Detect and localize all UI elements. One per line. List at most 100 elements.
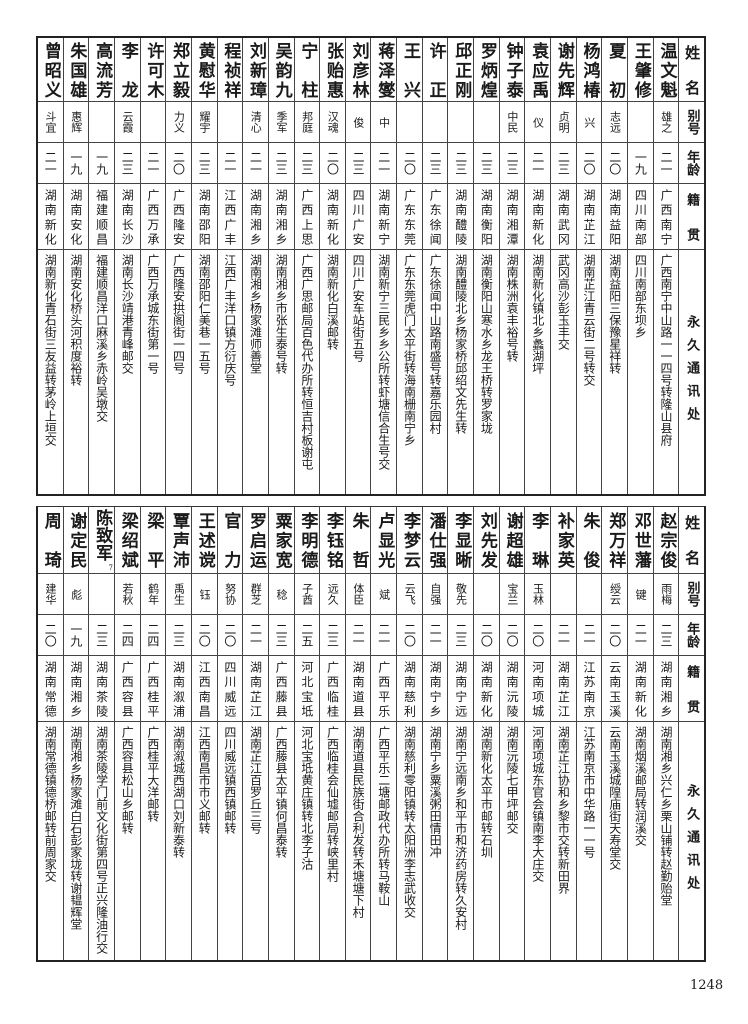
alias-cell: 敬先: [448, 574, 474, 615]
alias-cell: 云霞: [114, 102, 140, 143]
origin-cell: 广东徐闻: [422, 184, 448, 250]
address-cell: 广西广思邮局百色代办所转恒吉村板谢屯: [295, 250, 320, 494]
name-cell: 罗炳煌: [474, 38, 499, 102]
name-cell: 谢超雄: [499, 507, 525, 574]
origin-text: 湖南新化: [633, 660, 648, 717]
name-cell: 邓世藩: [628, 507, 653, 574]
header-age-cell: 年龄: [679, 143, 704, 184]
person-column: 邓世藩键二一 湖南新化 湖南烟溪邮局转润溪交: [627, 507, 653, 960]
address-cell: 湖南益阳三保豫星祥转: [602, 250, 627, 494]
age-text: 二三: [94, 623, 109, 647]
age-cell: 二〇: [474, 615, 499, 656]
header-address-cell: 永久通讯处: [679, 722, 704, 960]
address-cell: 湖南安化桥头河积度裕转: [64, 250, 89, 494]
name-cell: 梁绍斌: [114, 507, 140, 574]
alias-cell: 若秋: [114, 574, 140, 615]
address-cell: 湖南长沙靖港青峰邮交: [115, 250, 140, 494]
person-column: 赵宗俊 雨梅 二三 湖南湘乡 湖南湘乡兴仁乡栗山铺转赵勤贻堂: [652, 507, 679, 960]
alias-cell: 季军: [268, 102, 294, 143]
header-alias-cell: 别号: [679, 574, 704, 615]
origin-text: 湖南新化: [530, 188, 545, 245]
roster-table-top: 姓名 别号 年龄 籍贯 永久通讯处 温文魁 雄之 二一 广西南宁 广西南宁中山路一一四号转隆山县府…: [36, 36, 706, 496]
name-cell: 李琳: [525, 507, 551, 574]
age-cell: 二〇: [37, 615, 63, 656]
name-text: 宁柱: [297, 41, 318, 98]
person-column: 谢先辉 贞明 二三 湖南武冈 武冈高沙彭玉丰交: [550, 38, 576, 494]
address-cell: 湖南芷江百罗丘三号: [243, 722, 268, 960]
address-cell: 湖南芷江协和乡黎市交转新田界: [551, 722, 576, 960]
header-origin-text: 籍贯: [684, 664, 700, 713]
name-cell: 刘先发: [474, 507, 499, 574]
name-text: 邓世藩: [630, 512, 651, 568]
header-origin-cell: 籍贯: [679, 184, 704, 250]
name-text: 朱俊: [579, 512, 600, 568]
name-cell: 覃声沛: [166, 507, 191, 574]
origin-cell: 广东东莞: [397, 184, 422, 250]
alias-cell: [551, 574, 576, 615]
name-cell: 邱正刚: [448, 38, 474, 102]
age-cell: 二一: [345, 615, 371, 656]
person-column: 曾昭义 斗宜 二一 湖南新化 湖南新化青石街三友益转茅岭上垣交: [37, 38, 63, 494]
address-text: 广西万承城东街第一号: [145, 254, 160, 374]
name-text: 梁绍斌: [117, 512, 138, 568]
origin-text: 四川南部: [633, 188, 648, 245]
age-text: 二四: [120, 623, 135, 647]
age-text: 二三: [120, 151, 135, 175]
alias-cell: 鹤年: [140, 574, 166, 615]
address-text: 湖南新化太平市邮转石圳: [479, 726, 494, 858]
age-text: 二三: [299, 151, 314, 175]
origin-cell: 湖南湘乡: [268, 184, 294, 250]
origin-cell: 湖南醴陵: [448, 184, 474, 250]
alias-cell: [89, 102, 114, 143]
origin-cell: 湖南长沙: [114, 184, 140, 250]
age-text: 一九: [94, 151, 109, 175]
name-cell: 王兴: [397, 38, 422, 102]
name-cell: 吴韵九: [268, 38, 294, 102]
address-text: 湖南邵阳仁美巷一五号: [197, 254, 212, 374]
origin-cell: 湖南湘潭: [499, 184, 525, 250]
person-column: 程祯祥 二一 江西广丰 江西广丰洋口镇方衍庆号: [216, 38, 243, 494]
name-cell: 补家英: [551, 507, 576, 574]
age-text: 二〇: [607, 151, 622, 175]
name-text: 王兴: [399, 41, 420, 98]
person-column: 高流芳 一九 福建顺昌 福建顺昌洋口麻溪乡赤岭吴墩交: [88, 38, 114, 494]
header-address-cell: 永久通讯处: [679, 250, 704, 494]
age-cell: 二一: [140, 143, 166, 184]
age-text: 二一: [248, 623, 263, 647]
age-text: 二〇: [505, 623, 520, 647]
alias-cell: 努协: [217, 574, 243, 615]
age-text: 二一: [376, 151, 391, 175]
origin-cell: 四川南部: [628, 184, 653, 250]
alias-cell: 远久: [320, 574, 345, 615]
age-text: 一九: [68, 151, 83, 175]
origin-cell: 江西广丰: [217, 184, 243, 250]
name-text: 罗炳煌: [476, 41, 497, 98]
header-alias-text: 别号: [684, 581, 700, 607]
footnote-marker: 7: [108, 564, 113, 572]
age-cell: 二三: [294, 143, 320, 184]
alias-cell: [448, 102, 474, 143]
origin-cell: 湖南新化: [628, 656, 653, 722]
person-column: 朱俊 二一 江苏南京 江苏南京市中华路一一号: [575, 507, 602, 960]
alias-text: 斗宜: [44, 111, 58, 133]
person-column: 官力 努协 二〇 四川威远 四川威远镇西镇邮转: [216, 507, 243, 960]
address-cell: 湖南芷江青云街二号转交: [577, 250, 602, 494]
age-text: 二一: [222, 151, 237, 175]
address-cell: 广西临桂会仙墟邮局转峡里村: [320, 722, 345, 960]
origin-cell: 广西临桂: [320, 656, 345, 722]
alias-text: 力义: [172, 111, 186, 133]
origin-cell: 湖南溆浦: [166, 656, 191, 722]
address-text: 云南玉溪城隍庙街天寿堂交: [607, 726, 622, 870]
origin-cell: 广西平乐: [371, 656, 397, 722]
name-cell: 官力: [217, 507, 243, 574]
alias-text: 耀宇: [197, 111, 211, 133]
person-column: 罗启运 群芝 二一 湖南芷江 湖南芷江百罗丘三号: [242, 507, 268, 960]
alias-text: 玉林: [531, 583, 545, 605]
person-column: 吴韵九 季军 二三 湖南湘乡 湖南湘乡市张生泰号转: [267, 38, 294, 494]
origin-cell: 湖南邵阳: [191, 184, 217, 250]
address-text: 湖南新宁三民乡乡公所转虾塘信合生号交: [376, 254, 391, 470]
origin-cell: 湖南益阳: [602, 184, 628, 250]
age-text: 二三: [274, 151, 289, 175]
alias-cell: 仪: [525, 102, 551, 143]
address-text: 广西桂平大洋邮转: [145, 726, 160, 822]
